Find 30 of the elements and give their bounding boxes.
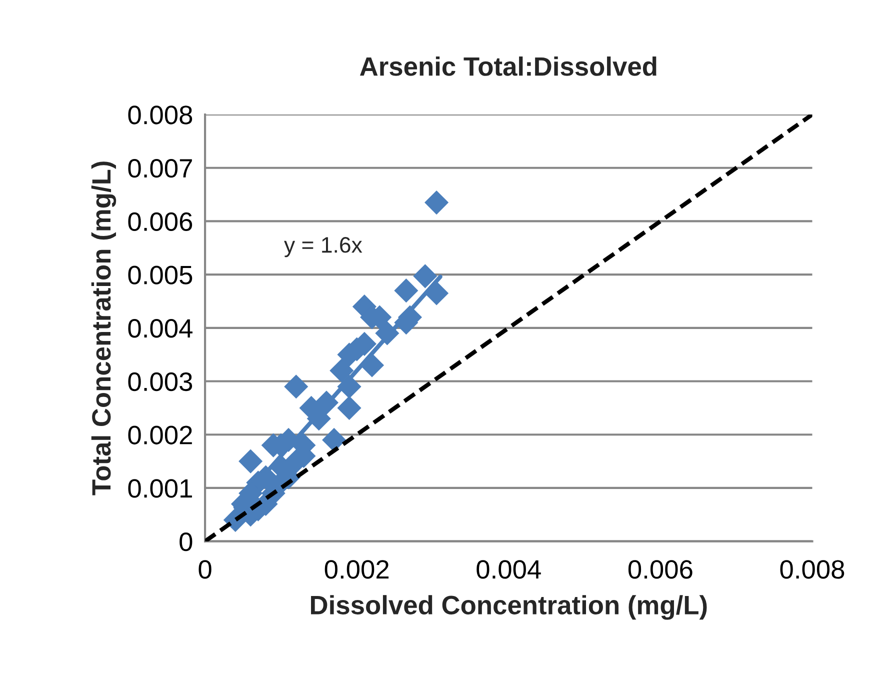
x-tick-label: 0.008 — [780, 560, 844, 579]
point — [322, 428, 346, 452]
point — [424, 281, 449, 306]
x-tick-label: 0.006 — [628, 560, 692, 579]
point — [238, 449, 263, 474]
x-axis-title: Dissolved Concentration (mg/L) — [311, 595, 707, 620]
y-tick-label: 0.004 — [128, 319, 192, 338]
x-tick-label: 0.002 — [324, 560, 389, 579]
y-axis-title: Total Concentration (mg/L) — [91, 162, 116, 496]
point — [413, 264, 438, 288]
point — [337, 374, 362, 399]
annotation: y = 1.6x — [284, 237, 362, 258]
point — [337, 396, 362, 420]
point — [424, 190, 449, 215]
point — [284, 374, 308, 399]
point — [375, 321, 400, 346]
point — [330, 358, 354, 383]
point — [394, 278, 418, 303]
chart-title: Arsenic Total:Dissolved — [360, 56, 656, 76]
x-tick-label: 0 — [198, 560, 212, 579]
y-tick-label: 0.008 — [128, 106, 192, 124]
y-tick-label: 0 — [180, 532, 192, 552]
x-tick-label: 0.004 — [476, 560, 541, 579]
y-tick-label: 0.007 — [128, 158, 192, 178]
y-tick-label: 0.006 — [128, 212, 192, 232]
point — [314, 390, 339, 415]
y-tick-label: 0.003 — [128, 372, 192, 392]
y-tick-label: 0.002 — [128, 426, 192, 444]
y-tick-label: 0.001 — [128, 479, 192, 498]
y-tick-label: 0.005 — [128, 266, 192, 284]
